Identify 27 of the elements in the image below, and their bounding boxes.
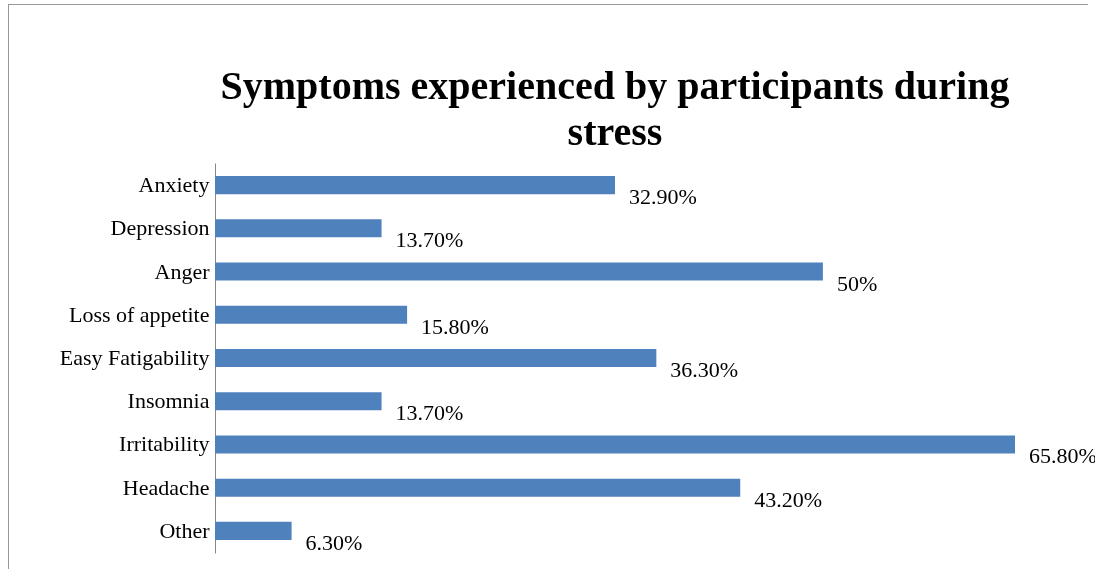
- y-tick-label: Loss of appetite: [68, 301, 210, 327]
- y-tick-label: Insomnia: [127, 388, 210, 414]
- bar: [215, 392, 382, 411]
- bar: [215, 219, 382, 238]
- bar: [215, 478, 741, 497]
- y-tick-label: Irritability: [119, 431, 210, 457]
- data-label: 15.80%: [421, 313, 489, 339]
- data-label: 13.70%: [395, 400, 464, 426]
- y-tick-label: Headache: [122, 474, 210, 500]
- data-label: 36.30%: [670, 357, 739, 382]
- data-label: 43.20%: [754, 486, 823, 512]
- bar: [215, 348, 657, 368]
- data-label: 32.90%: [629, 184, 697, 210]
- bar: [215, 435, 1015, 454]
- bar: [215, 305, 408, 324]
- bar: [215, 262, 823, 281]
- data-label: 50%: [836, 270, 878, 296]
- y-tick-label: Other: [159, 517, 211, 543]
- y-tick-label: Depression: [110, 215, 210, 241]
- data-label: 13.70%: [395, 227, 464, 253]
- data-label: 6.30%: [305, 529, 363, 555]
- chart-title: Symptoms experienced by participants during stress: [220, 63, 1010, 154]
- y-tick-label: Anger: [154, 258, 211, 284]
- y-tick-label: Anxiety: [138, 172, 210, 198]
- bar: [215, 175, 615, 195]
- y-tick-label: Easy Fatigability: [59, 345, 210, 370]
- bar: [215, 521, 292, 541]
